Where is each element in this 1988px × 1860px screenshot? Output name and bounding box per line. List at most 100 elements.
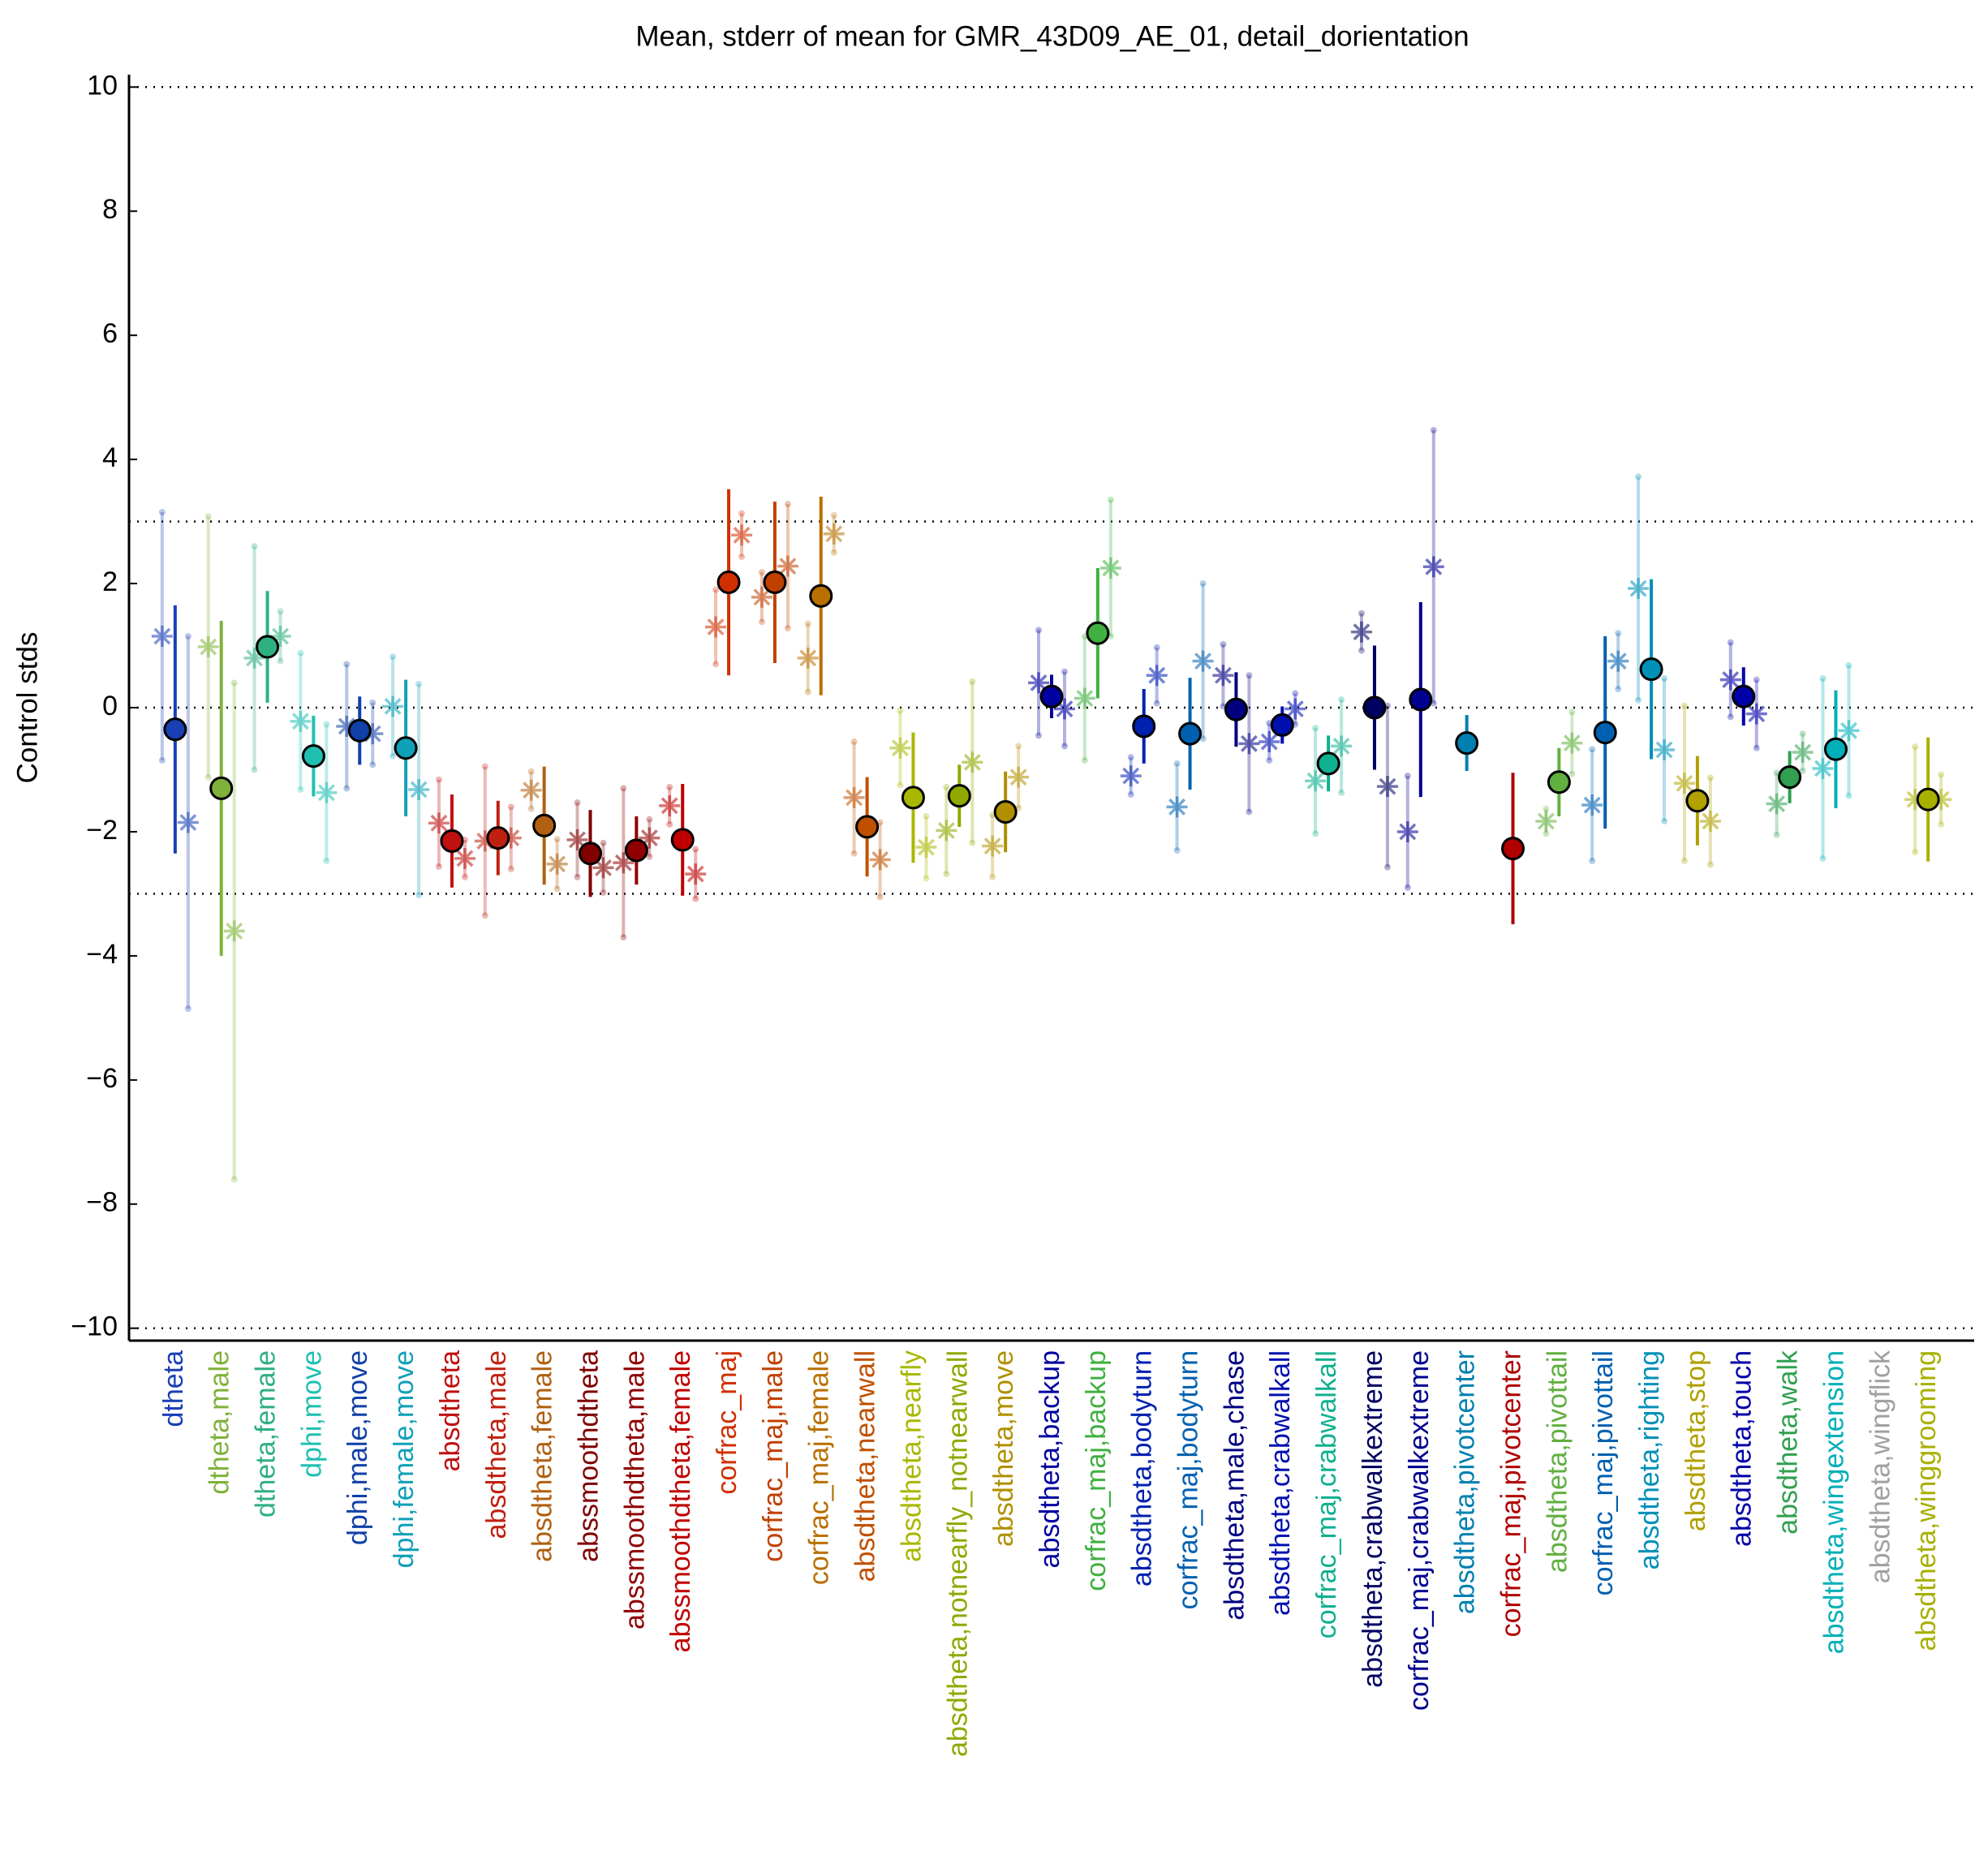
- side-error-cap: [1338, 789, 1345, 796]
- side-error-cap: [553, 885, 561, 893]
- side-point: [1054, 698, 1075, 720]
- side-error-cap: [620, 933, 627, 941]
- x-tick-label: corfrac_maj,pivottail: [1588, 1350, 1619, 1595]
- x-tick-label: dphi,move: [296, 1350, 327, 1478]
- x-tick-label: dtheta,male: [204, 1350, 235, 1495]
- side-error-cap: [850, 850, 858, 857]
- x-tick-label: corfrac_maj,crabwalkextreme: [1404, 1350, 1435, 1711]
- side-error-cap: [230, 679, 238, 687]
- mean-point: [1039, 684, 1064, 708]
- side-point: [1812, 757, 1834, 779]
- side-error-cap: [1292, 690, 1299, 697]
- mean-point: [579, 842, 602, 866]
- side-error-cap: [666, 820, 673, 828]
- side-error-cap: [712, 586, 720, 593]
- side-error-cap: [850, 738, 858, 746]
- mean-point: [1639, 657, 1663, 682]
- x-tick-label: absdtheta,stop: [1680, 1350, 1711, 1531]
- side-point: [1396, 820, 1418, 842]
- side-error-cap: [461, 873, 468, 880]
- side-error-cap: [1615, 630, 1622, 637]
- side-error-cap: [204, 773, 212, 781]
- side-point: [1654, 739, 1676, 760]
- mean-point: [1547, 770, 1571, 794]
- side-error-cap: [251, 766, 258, 773]
- side-error-cap: [1153, 700, 1160, 707]
- side-point: [177, 812, 199, 833]
- mean-point: [1132, 714, 1156, 738]
- x-tick-label: corfrac_maj,female: [804, 1350, 835, 1585]
- side-error-cap: [1127, 791, 1134, 799]
- side-error-cap: [1061, 743, 1068, 750]
- y-tick-label: −2: [86, 815, 118, 846]
- side-point: [1350, 621, 1372, 643]
- side-error-cap: [389, 752, 397, 760]
- side-error-cap: [184, 633, 191, 640]
- x-tick-label: absdtheta,backup: [1035, 1350, 1065, 1568]
- side-error-cap: [1753, 676, 1760, 683]
- side-error-cap: [1912, 849, 1919, 856]
- side-error-cap: [1753, 744, 1760, 751]
- side-point: [1284, 698, 1306, 720]
- x-tick-label: corfrac_maj,bodyturn: [1173, 1350, 1204, 1609]
- x-tick-label: dtheta,female: [251, 1350, 282, 1518]
- side-error-cap: [712, 661, 720, 668]
- side-error-cap: [1635, 473, 1642, 480]
- side-point: [705, 616, 727, 638]
- side-error-cap: [1615, 686, 1622, 693]
- side-error-cap: [1589, 857, 1596, 864]
- side-error-cap: [784, 625, 791, 632]
- side-error-cap: [804, 688, 811, 695]
- side-point: [1792, 742, 1814, 764]
- side-point: [1331, 735, 1353, 757]
- side-point: [500, 827, 522, 849]
- side-error-cap: [1543, 805, 1550, 812]
- side-error-cap: [876, 893, 884, 901]
- side-error-cap: [1358, 647, 1365, 654]
- side-point: [1099, 557, 1121, 579]
- side-point: [915, 837, 937, 859]
- mean-point: [394, 736, 418, 760]
- y-tick-label: 4: [102, 442, 118, 473]
- side-point: [797, 647, 819, 669]
- side-error-cap: [1661, 675, 1668, 682]
- side-error-cap: [527, 768, 535, 775]
- x-tick-label: absdtheta,winggrooming: [1911, 1350, 1942, 1651]
- side-error-cap: [923, 812, 930, 820]
- x-tick-label: dphi,female,move: [389, 1350, 420, 1568]
- side-point: [1008, 766, 1030, 788]
- side-error-cap: [1312, 725, 1319, 732]
- side-error-cap: [1199, 735, 1207, 743]
- mean-point: [624, 838, 648, 863]
- side-point: [1745, 703, 1767, 725]
- side-point: [962, 751, 983, 773]
- side-error-cap: [204, 513, 212, 520]
- side-error-cap: [1799, 730, 1806, 738]
- side-error-cap: [1015, 743, 1022, 750]
- side-error-cap: [1107, 496, 1114, 503]
- side-point: [269, 626, 291, 648]
- side-error-cap: [600, 839, 607, 846]
- mean-point: [809, 583, 833, 608]
- x-tick-label: absdtheta,nearwall: [850, 1350, 881, 1582]
- side-error-cap: [943, 783, 950, 790]
- side-point: [1904, 789, 1926, 811]
- side-point: [546, 853, 568, 875]
- y-tick-label: 6: [102, 318, 118, 349]
- side-error-cap: [574, 873, 581, 880]
- x-tick-label: absdtheta,bodyturn: [1127, 1350, 1158, 1587]
- side-error-cap: [1266, 757, 1273, 764]
- x-tick-label: absdtheta,touch: [1727, 1350, 1758, 1547]
- side-error-cap: [1680, 702, 1688, 709]
- side-error-cap: [323, 857, 330, 864]
- side-point: [982, 835, 1004, 857]
- side-error-cap: [343, 785, 351, 792]
- side-error-cap: [1404, 884, 1411, 891]
- side-error-cap: [1246, 808, 1253, 816]
- x-tick-label: absdtheta,wingflick: [1865, 1350, 1895, 1583]
- side-point: [408, 778, 430, 800]
- side-error-cap: [481, 912, 488, 919]
- mean-point: [1455, 731, 1479, 756]
- side-error-cap: [923, 875, 930, 882]
